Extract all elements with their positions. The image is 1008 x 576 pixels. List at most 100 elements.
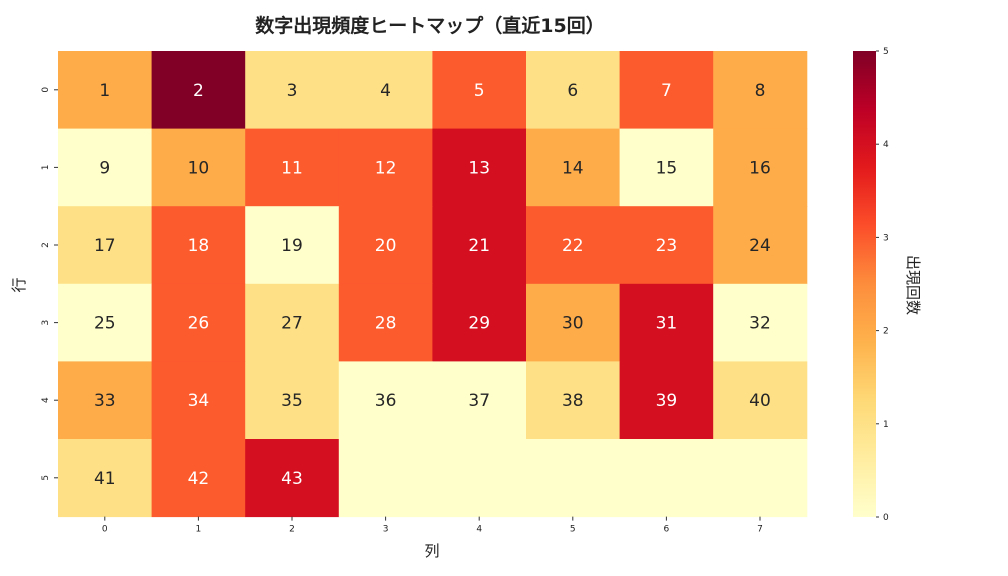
heatmap-cell [432, 283, 527, 362]
cell-number-label: 10 [188, 158, 210, 178]
x-tick-label: 4 [476, 525, 482, 535]
cell-number-label: 16 [749, 158, 771, 178]
colorbar-tick-label: 4 [883, 140, 889, 150]
heatmap-cell [526, 439, 621, 518]
heatmap-cell [245, 283, 340, 362]
heatmap-cell [338, 361, 433, 440]
heatmap-cell [151, 128, 246, 207]
cell-number-label: 14 [562, 158, 584, 178]
x-tick-label: 2 [289, 525, 295, 535]
colorbar-tick-label: 1 [883, 420, 889, 430]
heatmap-cell [713, 206, 808, 285]
heatmap-cell [432, 128, 527, 207]
cell-number-label: 9 [99, 158, 110, 178]
heatmap-cell [619, 51, 714, 130]
heatmap-cell [526, 361, 621, 440]
colorbar: 0 1 2 3 4 5 [853, 47, 889, 523]
heatmap-cell [432, 439, 527, 518]
cell-number-label: 18 [188, 236, 210, 256]
heatmap-cell [526, 206, 621, 285]
cell-number-label: 6 [567, 81, 578, 101]
cell-number-label: 36 [375, 391, 397, 411]
cell-number-label: 39 [656, 391, 678, 411]
cell-number-label: 42 [188, 469, 210, 489]
x-tick-label: 1 [196, 525, 202, 535]
cell-number-label: 37 [468, 391, 490, 411]
heatmap-cell [245, 206, 340, 285]
heatmap-cell [526, 51, 621, 130]
cell-number-label: 32 [749, 314, 771, 334]
cell-number-label: 40 [749, 391, 771, 411]
heatmap-cell [713, 128, 808, 207]
heatmap-cell [526, 283, 621, 362]
x-tick-label: 5 [570, 525, 576, 535]
y-axis-label: 行 [10, 277, 28, 292]
cell-number-label: 20 [375, 236, 397, 256]
heatmap-cell [151, 361, 246, 440]
heatmap-cell [338, 206, 433, 285]
cell-number-label: 2 [193, 81, 204, 101]
heatmap-cell [713, 51, 808, 130]
heatmap-cell [432, 206, 527, 285]
x-axis-label: 列 [424, 542, 439, 560]
heatmap-cell [151, 283, 246, 362]
colorbar-tick-label: 0 [883, 513, 889, 523]
heatmap-cell [619, 361, 714, 440]
cell-number-label: 25 [94, 314, 116, 334]
heatmap-cell [58, 51, 153, 130]
heatmap-cell [151, 439, 246, 518]
cell-number-label: 31 [656, 314, 678, 334]
heatmap-cell [619, 283, 714, 362]
heatmap-cell [245, 51, 340, 130]
x-tick-label: 6 [664, 525, 670, 535]
cell-number-label: 28 [375, 314, 397, 334]
cell-number-label: 29 [468, 314, 490, 334]
x-tick-label: 7 [757, 525, 763, 535]
x-tick-label: 3 [383, 525, 389, 535]
heatmap-cell [713, 439, 808, 518]
cell-number-label: 30 [562, 314, 584, 334]
cell-number-label: 43 [281, 469, 303, 489]
heatmap-cell [713, 283, 808, 362]
y-tick-label: 4 [41, 397, 51, 403]
heatmap-cell [151, 206, 246, 285]
cell-number-label: 33 [94, 391, 116, 411]
heatmap-cell [245, 439, 340, 518]
heatmap-cell [432, 51, 527, 130]
cell-number-label: 17 [94, 236, 116, 256]
cell-number-label: 41 [94, 469, 116, 489]
cell-number-label: 4 [380, 81, 391, 101]
cell-number-label: 12 [375, 158, 397, 178]
heatmap-cell [245, 361, 340, 440]
cell-number-label: 8 [755, 81, 766, 101]
cell-number-label: 5 [474, 81, 485, 101]
heatmap-cell [58, 128, 153, 207]
heatmap-cell [619, 128, 714, 207]
cell-number-label: 23 [656, 236, 678, 256]
heatmap-cell [58, 206, 153, 285]
heatmap-cell [338, 439, 433, 518]
cell-number-label: 11 [281, 158, 303, 178]
heatmap-cell [713, 361, 808, 440]
cell-number-label: 26 [188, 314, 210, 334]
y-tick-label: 0 [41, 87, 51, 93]
x-axis: 0 1 2 3 4 5 6 7 [102, 516, 763, 535]
colorbar-tick-label: 2 [883, 327, 889, 337]
heatmap-cell [338, 51, 433, 130]
heatmap-cell [245, 128, 340, 207]
chart-title: 数字出現頻度ヒートマップ（直近15回） [255, 14, 604, 37]
colorbar-label: 出現回数 [904, 255, 922, 315]
y-tick-label: 1 [41, 165, 51, 171]
heatmap-cell [58, 439, 153, 518]
cell-number-label: 13 [468, 158, 490, 178]
cell-number-label: 21 [468, 236, 490, 256]
cell-number-label: 27 [281, 314, 303, 334]
y-tick-label: 5 [41, 475, 51, 481]
heatmap-cell [338, 128, 433, 207]
cell-number-label: 35 [281, 391, 303, 411]
heatmap-cell [338, 283, 433, 362]
y-axis: 0 1 2 3 4 5 [41, 87, 58, 481]
heatmap-cell [151, 51, 246, 130]
